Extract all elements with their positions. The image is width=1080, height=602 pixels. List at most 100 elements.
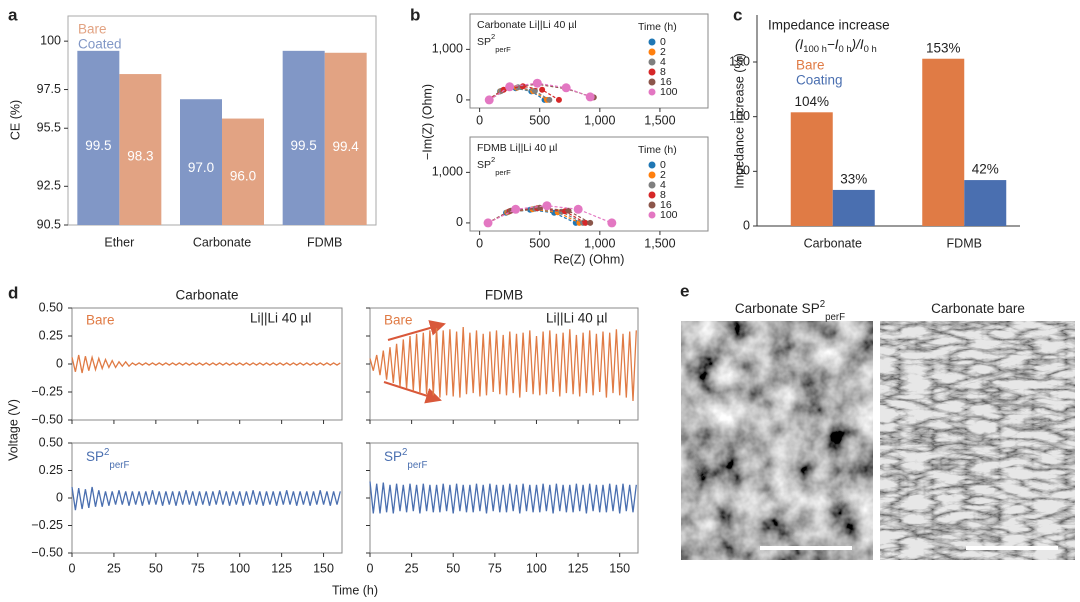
legend-marker	[648, 201, 656, 209]
impedance-point	[483, 218, 493, 228]
legend-marker	[648, 38, 656, 46]
legend-label: 0	[660, 36, 666, 48]
image-title-sub: perF	[825, 312, 845, 323]
series-label: SP2perF	[86, 447, 129, 471]
y-tick-label: 0	[456, 215, 463, 229]
legend-label: 16	[660, 76, 672, 88]
impedance-point	[505, 82, 515, 92]
legend-marker	[648, 181, 656, 189]
value-label: 104%	[794, 94, 829, 109]
x-tick-label: 125	[568, 561, 589, 575]
image-title-sup: 2	[820, 299, 825, 310]
y-tick-label: −0.50	[31, 412, 63, 426]
panel-letter: b	[410, 5, 420, 24]
x-tick-label: 50	[446, 561, 460, 575]
legend-label: Bare	[78, 22, 107, 37]
x-tick-label: 1,500	[644, 236, 675, 250]
x-tick-label: Carbonate	[193, 235, 251, 249]
impedance-point	[607, 218, 617, 228]
impedance-point	[555, 96, 562, 103]
y-axis-label: Voltage (V)	[6, 399, 20, 461]
formula-part: −I	[827, 37, 839, 52]
legend-marker	[648, 171, 656, 179]
y-tick-label: 0.50	[39, 300, 63, 314]
formula-part: (I	[795, 37, 803, 52]
formula-part: 100 h	[803, 44, 827, 55]
legend-label: 4	[660, 179, 666, 191]
annotation: Li||Li 40 µl	[546, 311, 607, 326]
impedance-point	[536, 204, 543, 211]
series-label-sup: 2	[104, 447, 109, 458]
y-tick-label: 1,000	[432, 165, 463, 179]
value-label: 99.5	[291, 138, 317, 153]
image-title: Carbonate bare	[931, 301, 1025, 316]
y-tick-label: 0.25	[39, 328, 63, 342]
formula-part: )/I	[850, 37, 864, 52]
chart-subtitle: SP2perF	[477, 32, 511, 54]
chart-subtitle-sup: 2	[491, 155, 495, 164]
image-title-base: Carbonate SP	[735, 301, 820, 316]
x-tick-label: 1,500	[644, 113, 675, 127]
legend-title: Time (h)	[638, 144, 677, 156]
series-label-sub: perF	[109, 460, 129, 471]
legend-label: Coating	[796, 73, 843, 88]
bar	[964, 180, 1007, 226]
impedance-point	[561, 83, 571, 93]
legend-label: 8	[660, 189, 666, 201]
trend-arrow	[387, 320, 446, 341]
bar	[180, 99, 222, 225]
x-tick-label: 75	[488, 561, 502, 575]
impedance-point	[565, 207, 572, 214]
x-axis-label: Re(Z) (Ohm)	[554, 252, 625, 266]
y-tick-label: −0.50	[31, 545, 63, 559]
image-title: Carbonate SP2perF	[735, 299, 845, 323]
y-axis-label: −Im(Z) (Ohm)	[420, 84, 434, 160]
chart-subtitle: SP2perF	[477, 155, 511, 177]
panel-letter: c	[733, 5, 742, 24]
series-label-base: SP	[384, 449, 402, 464]
chart-title: Carbonate	[175, 288, 238, 303]
scale-bar	[760, 546, 852, 550]
x-tick-label: 100	[229, 561, 250, 575]
x-tick-label: 150	[313, 561, 334, 575]
impedance-arc	[487, 209, 577, 224]
value-label: 33%	[840, 171, 867, 186]
y-tick-label: 50	[736, 164, 750, 178]
chart-subtitle-base: SP	[477, 159, 491, 171]
y-tick-label: 100	[729, 109, 750, 123]
value-label: 99.5	[85, 138, 111, 153]
plot-frame	[469, 13, 709, 109]
trend-arrow	[383, 381, 442, 404]
bar	[922, 58, 965, 226]
x-tick-label: 25	[107, 561, 121, 575]
panel-letter: a	[8, 5, 18, 24]
legend-marker	[648, 68, 656, 76]
voltage-trace	[369, 481, 637, 514]
x-tick-label: 0	[476, 236, 483, 250]
scale-bar	[966, 546, 1058, 550]
impedance-point	[546, 96, 553, 103]
y-tick-label: 0	[743, 218, 750, 232]
series-label: Bare	[86, 313, 115, 328]
image-title-base: Carbonate bare	[931, 301, 1025, 316]
y-axis-label: Impedance increase (%)	[732, 53, 746, 188]
y-tick-label: 0	[456, 92, 463, 106]
x-tick-label: 0	[476, 113, 483, 127]
legend-label: Bare	[796, 58, 825, 73]
x-tick-label: 0	[367, 561, 374, 575]
legend-title: Time (h)	[638, 21, 677, 33]
value-label: 96.0	[230, 169, 256, 184]
chart-subtitle-sup: 2	[491, 32, 495, 41]
x-tick-label: Carbonate	[804, 236, 862, 250]
y-tick-label: 0	[56, 490, 63, 504]
value-label: 99.4	[333, 139, 360, 154]
voltage-trace	[71, 486, 341, 511]
bar	[222, 118, 264, 225]
y-tick-label: −0.25	[31, 518, 63, 532]
legend-marker	[648, 211, 656, 219]
bar	[790, 112, 833, 226]
legend-label: 16	[660, 199, 672, 211]
chart-title: FDMB	[485, 288, 523, 303]
legend-label: 100	[660, 209, 678, 221]
formula-part: 0 h	[839, 44, 852, 55]
